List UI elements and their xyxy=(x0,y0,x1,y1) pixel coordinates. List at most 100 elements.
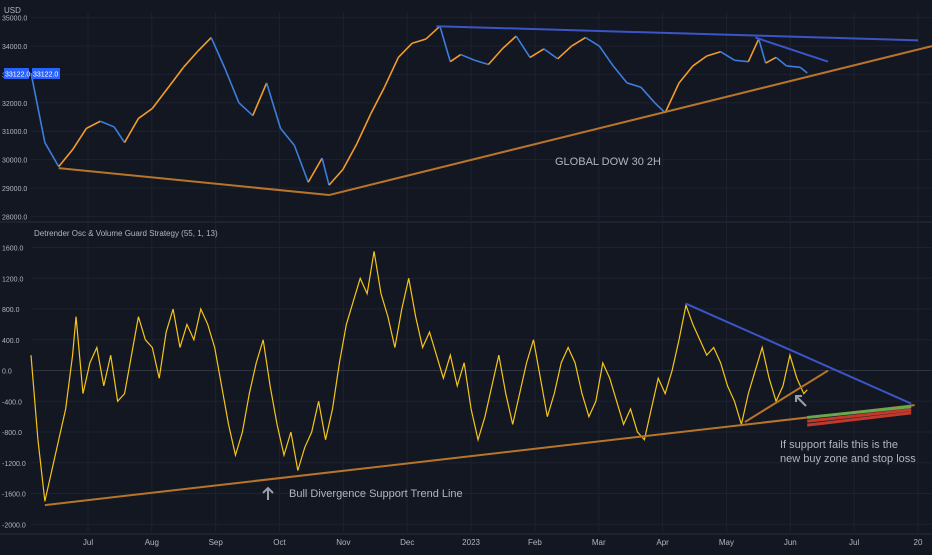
time-tick-label: Oct xyxy=(273,538,286,547)
price-badge-b[interactable] xyxy=(32,68,60,79)
up-arrow-icon xyxy=(262,486,274,500)
price-segment xyxy=(664,82,680,114)
price-segment xyxy=(307,157,323,183)
price-badge-b-text: 33122.0 xyxy=(33,72,58,79)
price-segment xyxy=(474,59,489,66)
price-trendline xyxy=(436,25,919,42)
osc-y-tick-label: 0.0 xyxy=(2,369,12,376)
price-segment xyxy=(356,113,372,145)
price-segment xyxy=(151,85,171,109)
price-segment xyxy=(196,36,212,53)
price-segment xyxy=(571,36,586,47)
price-segment xyxy=(425,25,441,40)
price-y-tick-label: 29000.0 xyxy=(2,186,27,193)
price-segment xyxy=(137,107,153,120)
price-segment xyxy=(30,72,46,143)
price-segment xyxy=(439,25,452,62)
price-segment xyxy=(720,51,735,61)
price-y-tick-label: 32000.0 xyxy=(2,101,27,108)
oscillator-series xyxy=(30,251,808,502)
price-y-tick-label: 31000.0 xyxy=(2,129,27,136)
osc-y-tick-label: -1600.0 xyxy=(2,492,26,499)
price-y-tick-label: 34000.0 xyxy=(2,44,27,51)
price-segment xyxy=(775,56,787,67)
price-segment xyxy=(585,36,600,47)
price-segment xyxy=(529,48,545,59)
buy-zone-line xyxy=(807,408,912,423)
price-segment xyxy=(123,118,140,143)
price-segment xyxy=(449,53,462,63)
price-segment xyxy=(383,57,400,88)
time-tick-label: 2023 xyxy=(462,538,480,547)
price-segment xyxy=(328,168,344,186)
price-segment xyxy=(224,68,240,104)
price-segment xyxy=(543,48,559,60)
price-y-tick-label: 28000.0 xyxy=(2,214,27,221)
time-tick-label: Aug xyxy=(145,538,159,547)
time-tick-label: 20 xyxy=(914,538,923,547)
time-tick-label: Jul xyxy=(83,538,93,547)
indicator-title[interactable]: Detrender Osc & Volume Guard Strategy (5… xyxy=(34,229,218,238)
price-segment xyxy=(598,45,614,67)
price-segment xyxy=(411,38,427,44)
price-y-tick-label: 30000.0 xyxy=(2,158,27,165)
price-trendline xyxy=(58,167,330,197)
price-segment xyxy=(557,45,573,60)
price-segment xyxy=(397,42,413,58)
price-segment xyxy=(210,37,226,70)
osc-y-tick-label: -400.0 xyxy=(2,399,22,406)
time-tick-label: Feb xyxy=(528,538,542,547)
osc-y-tick-label: 1200.0 xyxy=(2,276,24,283)
price-segment xyxy=(786,65,801,69)
price-segment xyxy=(182,51,198,68)
price-trendline xyxy=(754,36,829,63)
time-tick-label: Jun xyxy=(784,538,797,547)
buy-zone-line xyxy=(807,405,912,419)
support-trendline-label: Bull Divergence Support Trend Line xyxy=(289,488,463,500)
price-segment xyxy=(279,127,295,146)
buy-zone-line xyxy=(807,411,912,427)
currency-label: USD xyxy=(4,6,21,15)
osc-grid xyxy=(31,247,932,525)
price-segment xyxy=(501,35,517,50)
buy-zone-note-line2: new buy zone and stop loss xyxy=(780,453,916,465)
price-segment xyxy=(757,38,767,64)
price-badge-a[interactable] xyxy=(4,68,29,79)
price-segment xyxy=(640,86,656,104)
price-segment xyxy=(168,66,185,87)
price-segment xyxy=(765,56,777,64)
osc-y-tick-label: -2000.0 xyxy=(2,522,26,529)
price-segment xyxy=(799,66,808,74)
price-segment xyxy=(369,86,386,115)
price-chart-title: GLOBAL DOW 30 2H xyxy=(555,156,661,168)
price-segment xyxy=(86,120,101,130)
price-segment xyxy=(71,127,88,151)
osc-y-tick-label: 800.0 xyxy=(2,307,20,314)
price-segment xyxy=(515,35,531,58)
trendlines xyxy=(44,25,932,507)
price-series xyxy=(30,25,808,186)
osc-trendline xyxy=(744,369,829,423)
price-segment xyxy=(626,82,642,88)
time-tick-label: Sep xyxy=(209,538,224,547)
time-tick-label: Dec xyxy=(400,538,414,547)
price-segment xyxy=(734,59,749,63)
price-trendline xyxy=(328,45,932,197)
osc-y-tick-label: 1600.0 xyxy=(2,246,24,253)
price-segment xyxy=(706,50,721,57)
price-segment xyxy=(100,120,115,128)
price-segment xyxy=(747,38,760,62)
price-segment xyxy=(692,55,708,67)
price-y-tick-label: 35000.0 xyxy=(2,16,27,23)
price-segment xyxy=(342,143,358,170)
buy-zone-note-line1: If support fails this is the xyxy=(780,439,898,451)
price-segment xyxy=(321,157,330,186)
price-segment xyxy=(487,48,503,66)
oscillator-line xyxy=(30,251,808,502)
time-axis: Jul Aug Sep Oct Nov Dec 2023 Feb Mar Apr May Jun Jul… xyxy=(83,538,923,547)
price-segment xyxy=(654,102,666,114)
osc-y-axis: 1600.0 1200.0 800.0 400.0 0.0 -400.0 -800.0 -12… xyxy=(2,246,26,530)
